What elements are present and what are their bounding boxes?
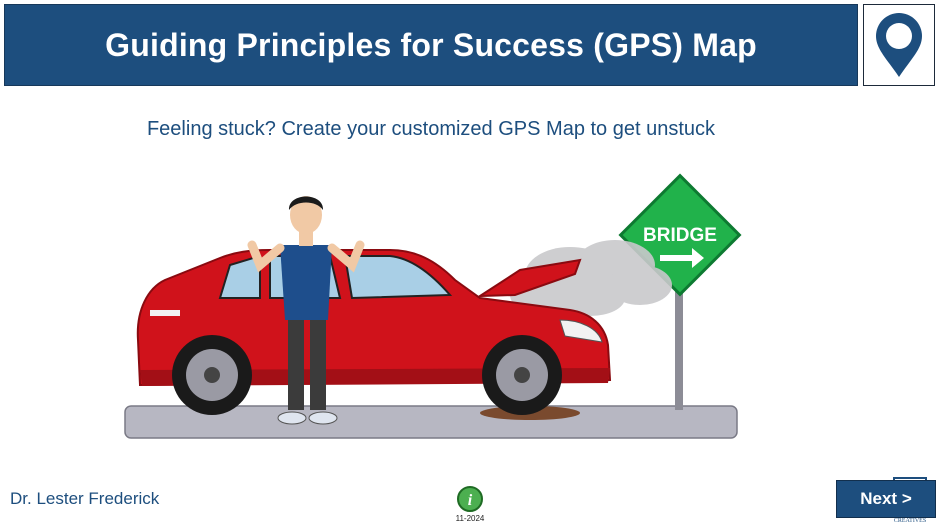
info-button[interactable]: i <box>455 485 485 518</box>
next-button[interactable]: Next > <box>836 480 936 518</box>
page-title: Guiding Principles for Success (GPS) Map <box>105 26 757 63</box>
info-date: 11-2024 <box>455 514 485 523</box>
sign-pole <box>675 285 683 410</box>
smoke-cloud <box>510 240 672 316</box>
stuck-scene-illustration: BRIDGE <box>120 170 750 450</box>
map-pin-icon <box>876 13 922 77</box>
author-name: Dr. Lester Frederick <box>10 489 160 508</box>
svg-text:i: i <box>468 492 473 509</box>
title-bar: Guiding Principles for Success (GPS) Map <box>4 4 858 86</box>
subtitle: Feeling stuck? Create your customized GP… <box>146 118 716 140</box>
gps-pin-box <box>863 4 935 86</box>
broken-down-car <box>136 249 612 415</box>
sign-text: BRIDGE <box>643 225 717 246</box>
front-wheel <box>482 335 562 415</box>
stuck-man <box>247 196 365 425</box>
brand-text: CREATIVES <box>893 518 927 524</box>
info-icon: i <box>457 486 483 512</box>
rear-wheel <box>172 335 252 415</box>
road <box>124 405 738 439</box>
